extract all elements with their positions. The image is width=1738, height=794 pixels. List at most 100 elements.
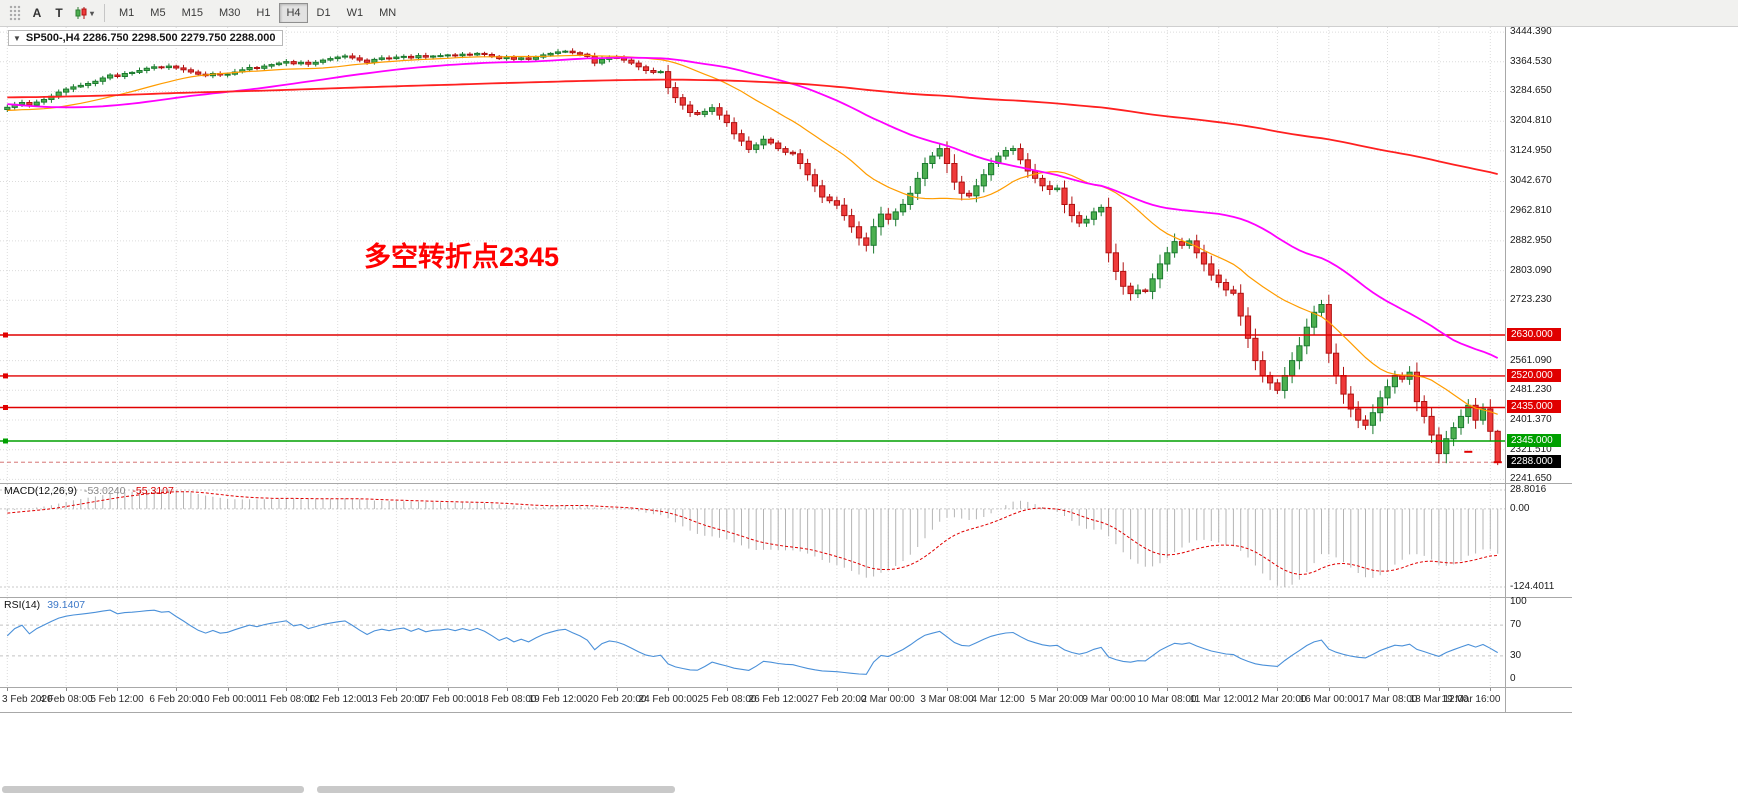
candle <box>327 56 334 62</box>
candle <box>408 54 415 60</box>
candle <box>1120 262 1127 295</box>
price-chart[interactable] <box>0 27 1505 483</box>
level-line-handle[interactable] <box>3 332 8 338</box>
price-axis[interactable]: 3444.390 3364.530 3284.650 3204.810 3124.950… <box>1507 26 1571 713</box>
candle <box>870 218 877 254</box>
time-axis-tick <box>66 688 67 691</box>
macd-panel[interactable]: MACD(12,26,9) -53.0240 -55.3107 <box>0 484 1505 597</box>
collapse-arrow-icon[interactable]: ▼ <box>13 33 21 43</box>
candle <box>738 129 745 146</box>
candle <box>40 97 48 105</box>
ma-line-48 <box>7 56 1499 359</box>
time-axis-tick <box>1277 688 1278 691</box>
chart-area: ▼ SP500-,H4 2286.750 2298.500 2279.750 2… <box>0 26 1572 713</box>
candle <box>789 150 796 156</box>
level-line-handle[interactable] <box>3 405 8 410</box>
macd-signal-line <box>7 491 1498 576</box>
timeframe-button-m5[interactable]: M5 <box>143 3 172 23</box>
time-axis-label: 19 Feb 12:00 <box>528 694 588 705</box>
candle <box>1046 180 1053 195</box>
candle <box>635 60 642 71</box>
symbol-ohlc-box[interactable]: ▼ SP500-,H4 2286.750 2298.500 2279.750 2… <box>8 30 284 46</box>
annotation-a-button[interactable]: A <box>26 2 48 24</box>
candle <box>833 196 840 210</box>
timeframe-button-m1[interactable]: M1 <box>112 3 141 23</box>
time-axis-label: 12 Mar 20:00 <box>1247 694 1307 705</box>
timeframe-button-mn[interactable]: MN <box>372 3 403 23</box>
timeframe-button-h1[interactable]: H1 <box>249 3 277 23</box>
candle <box>85 81 92 89</box>
time-axis-label: 10 Feb 00:00 <box>198 694 258 705</box>
price-axis-label: 3444.390 <box>1510 26 1552 37</box>
time-axis[interactable]: 3 Feb 2020 4 Feb 08:00 5 Feb 12:00 6 Feb 20… <box>0 688 1505 712</box>
rsi-panel[interactable]: RSI(14) 39.1407 <box>0 598 1505 687</box>
rsi-label: RSI(14) 39.1407 <box>4 599 85 611</box>
macd-title: MACD(12,26,9) <box>4 485 77 497</box>
candle <box>657 69 664 74</box>
candle <box>951 154 958 190</box>
level-line-handle[interactable] <box>3 438 8 444</box>
candle <box>305 59 312 67</box>
level-line-handle[interactable] <box>3 373 8 379</box>
time-axis-label: 19 Mar 16:00 <box>1441 694 1501 705</box>
candle <box>885 208 892 225</box>
level-price-box: 2630.000 <box>1507 328 1561 341</box>
level-price-box: 2435.000 <box>1507 400 1561 413</box>
candle <box>877 206 885 236</box>
timeframe-button-d1[interactable]: D1 <box>310 3 338 23</box>
candle <box>121 71 128 80</box>
timeframe-toolbar: M1 M5 M15 M30 H1 H4 D1 W1 MN <box>111 3 404 23</box>
time-axis-label: 17 Feb 00:00 <box>418 694 478 705</box>
candle <box>701 108 708 118</box>
time-axis-tick <box>448 688 449 691</box>
horizontal-scrollbar[interactable] <box>2 786 304 793</box>
level-price-box: 2520.000 <box>1507 369 1561 382</box>
candle <box>1399 372 1406 383</box>
candle <box>731 117 738 140</box>
timeframe-button-m30[interactable]: M30 <box>212 3 247 23</box>
text-t-button[interactable]: T <box>48 2 70 24</box>
time-axis-tick <box>338 688 339 691</box>
time-axis-tick <box>1167 688 1168 691</box>
time-axis-label: 9 Mar 00:00 <box>1082 694 1136 705</box>
time-axis-label: 6 Feb 20:00 <box>149 694 203 705</box>
macd-signal-value: -55.3107 <box>132 485 174 497</box>
candle <box>1267 371 1274 390</box>
candle <box>1134 284 1142 298</box>
candle <box>297 60 305 66</box>
panel-separator[interactable] <box>0 597 1572 598</box>
chart-type-button[interactable]: ▾ <box>70 2 98 24</box>
candle <box>92 79 99 87</box>
candle <box>1259 351 1266 383</box>
time-axis-tick <box>228 688 229 691</box>
candle <box>1127 282 1134 301</box>
toolbar-grip-icon <box>9 5 21 21</box>
candle <box>334 55 341 62</box>
timeframe-button-m15[interactable]: M15 <box>175 3 210 23</box>
candle <box>709 104 716 115</box>
timeframe-button-w1[interactable]: W1 <box>340 3 371 23</box>
time-axis-tick <box>998 688 999 691</box>
chart-annotation[interactable]: 多空转折点2345 <box>364 242 560 272</box>
candle <box>1017 143 1024 165</box>
candle <box>1142 288 1149 294</box>
candle <box>319 58 327 65</box>
candle <box>1311 305 1318 335</box>
macd-axis-max: 28.8016 <box>1510 484 1547 495</box>
candle <box>107 73 114 81</box>
rsi-axis-label: 70 <box>1510 619 1522 630</box>
candle <box>863 232 870 252</box>
time-axis-tick <box>727 688 728 691</box>
candle <box>936 143 943 160</box>
panel-separator[interactable] <box>0 483 1572 484</box>
timeframe-button-h4[interactable]: H4 <box>279 3 308 23</box>
candle <box>136 67 143 74</box>
horizontal-scrollbar-2[interactable] <box>317 786 675 793</box>
candle <box>275 61 283 67</box>
candle <box>1156 254 1164 289</box>
candle <box>1457 409 1465 435</box>
candle <box>1472 398 1479 429</box>
time-axis-tick <box>1219 688 1220 691</box>
candle <box>1083 215 1090 227</box>
candle <box>165 63 173 70</box>
